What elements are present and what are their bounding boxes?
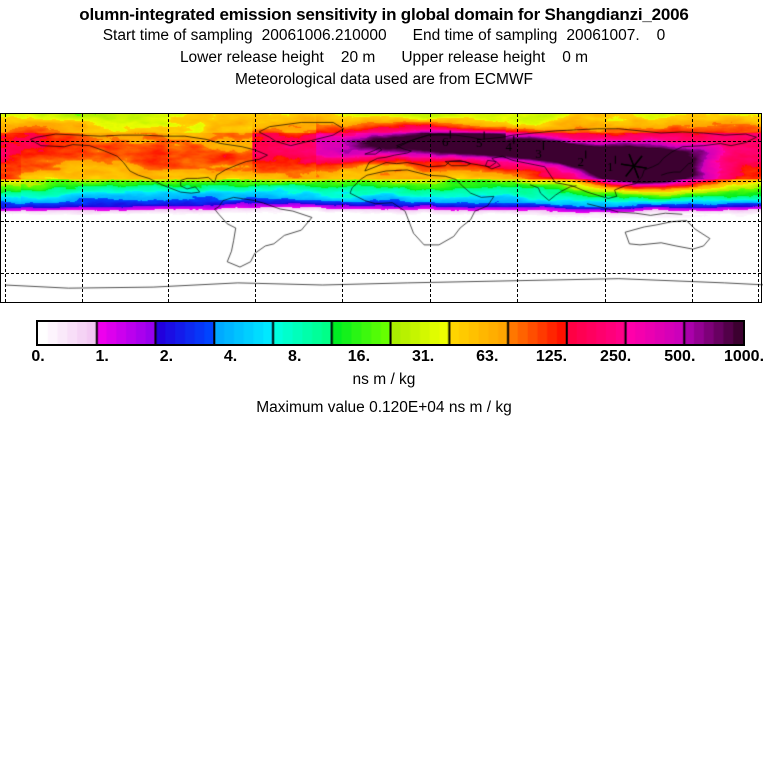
colorbar-tick-6: 31.: [411, 348, 435, 365]
colorbar-tick-7: 63.: [476, 348, 499, 365]
end-time-value: 20061007.: [566, 27, 640, 44]
map-plot-area: [0, 113, 763, 304]
colorbar-tick-2: 2.: [159, 348, 174, 365]
colorbar-tick-labels: 0. 1. 2. 4. 8. 16. 31. 63. 125. 250. 500. 1000.: [0, 348, 768, 368]
end-time-value-hour: 0: [656, 27, 666, 44]
release-height-line: Lower release height 20 m Upper release he…: [0, 47, 768, 69]
header-text-block: olumn-integrated emission sensitivity in…: [0, 0, 768, 91]
upper-release-height-label: Upper release height: [401, 49, 546, 66]
colorbar-tick-10: 500.: [664, 348, 696, 365]
colorbar-tick-1: 1.: [95, 348, 109, 365]
sampling-time-line: Start time of sampling 20061006.210000 End…: [0, 25, 768, 47]
end-time-label: End time of sampling: [412, 27, 558, 44]
colorbar-tick-0: 0.: [31, 348, 45, 365]
colorbar-tick-5: 16.: [347, 348, 371, 365]
maximum-value-label: Maximum value 0.120E+04 ns m / kg: [256, 399, 512, 416]
start-time-label: Start time of sampling: [102, 27, 253, 44]
colorbar: [36, 320, 745, 346]
colorbar-tick-4: 8.: [288, 348, 302, 365]
upper-release-height-value: 0 m: [562, 49, 589, 66]
lower-release-height-label: Lower release height: [179, 49, 324, 66]
met-data-line: Meteorological data used are from ECMWF: [234, 71, 534, 88]
colorbar-tick-8: 125.: [535, 348, 568, 365]
start-time-value: 20061006.210000: [261, 27, 387, 44]
colorbar-tick-3: 4.: [223, 348, 238, 365]
colorbar-unit-label: ns m / kg: [352, 371, 416, 388]
lower-release-height-value: 20 m: [340, 49, 376, 66]
colorbar-gradient: [38, 322, 743, 344]
colorbar-tick-11: 1000.: [723, 348, 765, 365]
colorbar-tick-9: 250.: [600, 348, 632, 365]
page-title: olumn-integrated emission sensitivity in…: [79, 5, 689, 24]
coastline-and-trajectory-overlay: [1, 114, 763, 304]
